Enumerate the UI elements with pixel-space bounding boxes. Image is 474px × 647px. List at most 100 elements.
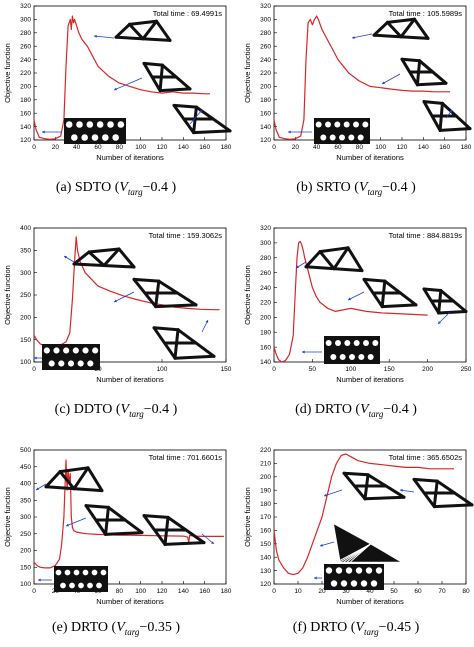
pointer-arrowhead xyxy=(314,576,317,580)
y-tick-label: 220 xyxy=(260,300,271,307)
pointer-arrow xyxy=(437,311,451,325)
thumb-hole xyxy=(82,347,89,354)
thumb-hole xyxy=(370,580,378,587)
thumb-member xyxy=(380,303,418,309)
pointer-arrowhead xyxy=(66,523,69,527)
caption-value: −0.45 ) xyxy=(378,620,420,635)
thumb-hole xyxy=(91,569,98,576)
thumb-member xyxy=(154,303,198,309)
x-tick-label: 0 xyxy=(32,144,36,151)
thumb-hole xyxy=(329,134,336,141)
x-tick-label: 40 xyxy=(366,588,374,595)
x-tick-label: 50 xyxy=(390,588,398,595)
total-time-annotation: Total time : 884.8819s xyxy=(389,231,463,240)
caption-subscript: targ xyxy=(124,626,140,637)
y-tick-label: 140 xyxy=(20,124,31,131)
thumb-hole xyxy=(71,134,78,141)
y-tick-label: 250 xyxy=(20,531,31,538)
thumb-hole xyxy=(349,354,355,360)
thumb-hole xyxy=(339,134,345,141)
x-tick-label: 150 xyxy=(221,366,232,373)
y-tick-label: 300 xyxy=(20,514,31,521)
structure-thumbnail-4 xyxy=(324,564,384,590)
y-tick-label: 160 xyxy=(260,528,271,535)
pointer-arrowhead xyxy=(352,36,355,39)
y-tick-label: 240 xyxy=(260,57,271,64)
structure-thumbnail-1 xyxy=(44,466,104,493)
x-tick-label: 80 xyxy=(116,144,124,151)
thumb-member xyxy=(438,127,472,132)
thumb-member xyxy=(422,100,444,105)
caption-subscript: targ xyxy=(127,186,143,197)
thumb-hole xyxy=(64,569,71,576)
x-tick-label: 30 xyxy=(342,588,350,595)
x-tick-label: 70 xyxy=(438,588,446,595)
caption-variable: V xyxy=(116,620,125,635)
y-tick-label: 140 xyxy=(260,359,271,366)
chart-panel-d: 0 50 100 150 200 250 140 160 180 200 220 240 260 280 3… xyxy=(243,225,472,384)
structure-thumbnail-4 xyxy=(314,118,370,144)
x-tick-label: 10 xyxy=(294,588,302,595)
y-tick-label: 500 xyxy=(20,447,31,454)
pointer-arrowhead xyxy=(320,543,323,547)
thumb-hole xyxy=(82,569,89,576)
pointer-arrowhead xyxy=(38,578,41,582)
structure-thumbnail-3 xyxy=(422,287,468,315)
pointer-arrow xyxy=(113,77,143,91)
caption-subscript: targ xyxy=(129,408,144,419)
x-tick-label: 100 xyxy=(345,366,356,373)
y-tick-label: 150 xyxy=(20,564,31,571)
thumb-hole xyxy=(355,567,363,574)
thumb-member xyxy=(84,504,110,509)
pointer-arrowhead xyxy=(449,110,452,113)
x-tick-label: 20 xyxy=(318,588,326,595)
y-tick-label: 120 xyxy=(260,137,271,144)
pointer-arrowhead xyxy=(205,320,209,323)
y-tick-label: 400 xyxy=(20,481,31,488)
thumb-member xyxy=(44,470,62,489)
thumb-member xyxy=(318,250,336,271)
caption-variable: V xyxy=(355,620,364,635)
thumb-hole xyxy=(372,340,379,346)
thumb-hole xyxy=(375,567,383,574)
caption-d: (d) DRTO (Vtarg−0.4 ) xyxy=(246,402,466,419)
pointer-arrow xyxy=(189,109,203,125)
x-tick-label: 60 xyxy=(334,144,342,151)
thumb-member xyxy=(128,19,158,26)
pointer-arrowhead xyxy=(64,256,67,259)
y-tick-label: 220 xyxy=(260,70,271,77)
pointer-arrowhead xyxy=(42,130,45,134)
thumb-hole xyxy=(87,582,93,589)
y-tick-label: 200 xyxy=(260,474,271,481)
thumb-hole xyxy=(107,121,114,128)
y-tick-label: 260 xyxy=(20,43,31,50)
thumb-member xyxy=(172,103,198,109)
objective-curve xyxy=(273,453,454,576)
thumb-hole xyxy=(60,582,66,589)
y-tick-label: 240 xyxy=(260,285,271,292)
thumb-hole xyxy=(67,360,75,367)
thumb-member xyxy=(342,471,370,477)
thumb-hole xyxy=(315,121,322,128)
y-tick-label: 210 xyxy=(260,461,271,468)
x-tick-label: 100 xyxy=(135,588,146,595)
x-tick-label: 160 xyxy=(199,144,210,151)
pointer-arrowhead xyxy=(324,493,327,497)
pointer-arrowhead xyxy=(438,321,441,324)
thumb-hole xyxy=(65,121,73,128)
x-axis-label: Number of iterations xyxy=(96,597,164,606)
y-tick-label: 160 xyxy=(20,110,31,117)
caption-value: −0.4 ) xyxy=(382,180,416,195)
thumb-hole xyxy=(350,580,358,587)
structure-thumbnail-1 xyxy=(114,19,172,42)
thumb-member xyxy=(422,287,443,292)
structure-thumbnail-3 xyxy=(172,103,232,135)
caption-value: −0.35 ) xyxy=(139,620,180,635)
thumb-member xyxy=(173,354,216,360)
x-tick-label: 180 xyxy=(461,144,472,151)
thumb-member xyxy=(412,477,439,483)
pointer-arrowhead xyxy=(114,299,117,303)
y-tick-label: 300 xyxy=(20,17,31,24)
caption-label: (f) DRTO ( xyxy=(292,620,356,635)
